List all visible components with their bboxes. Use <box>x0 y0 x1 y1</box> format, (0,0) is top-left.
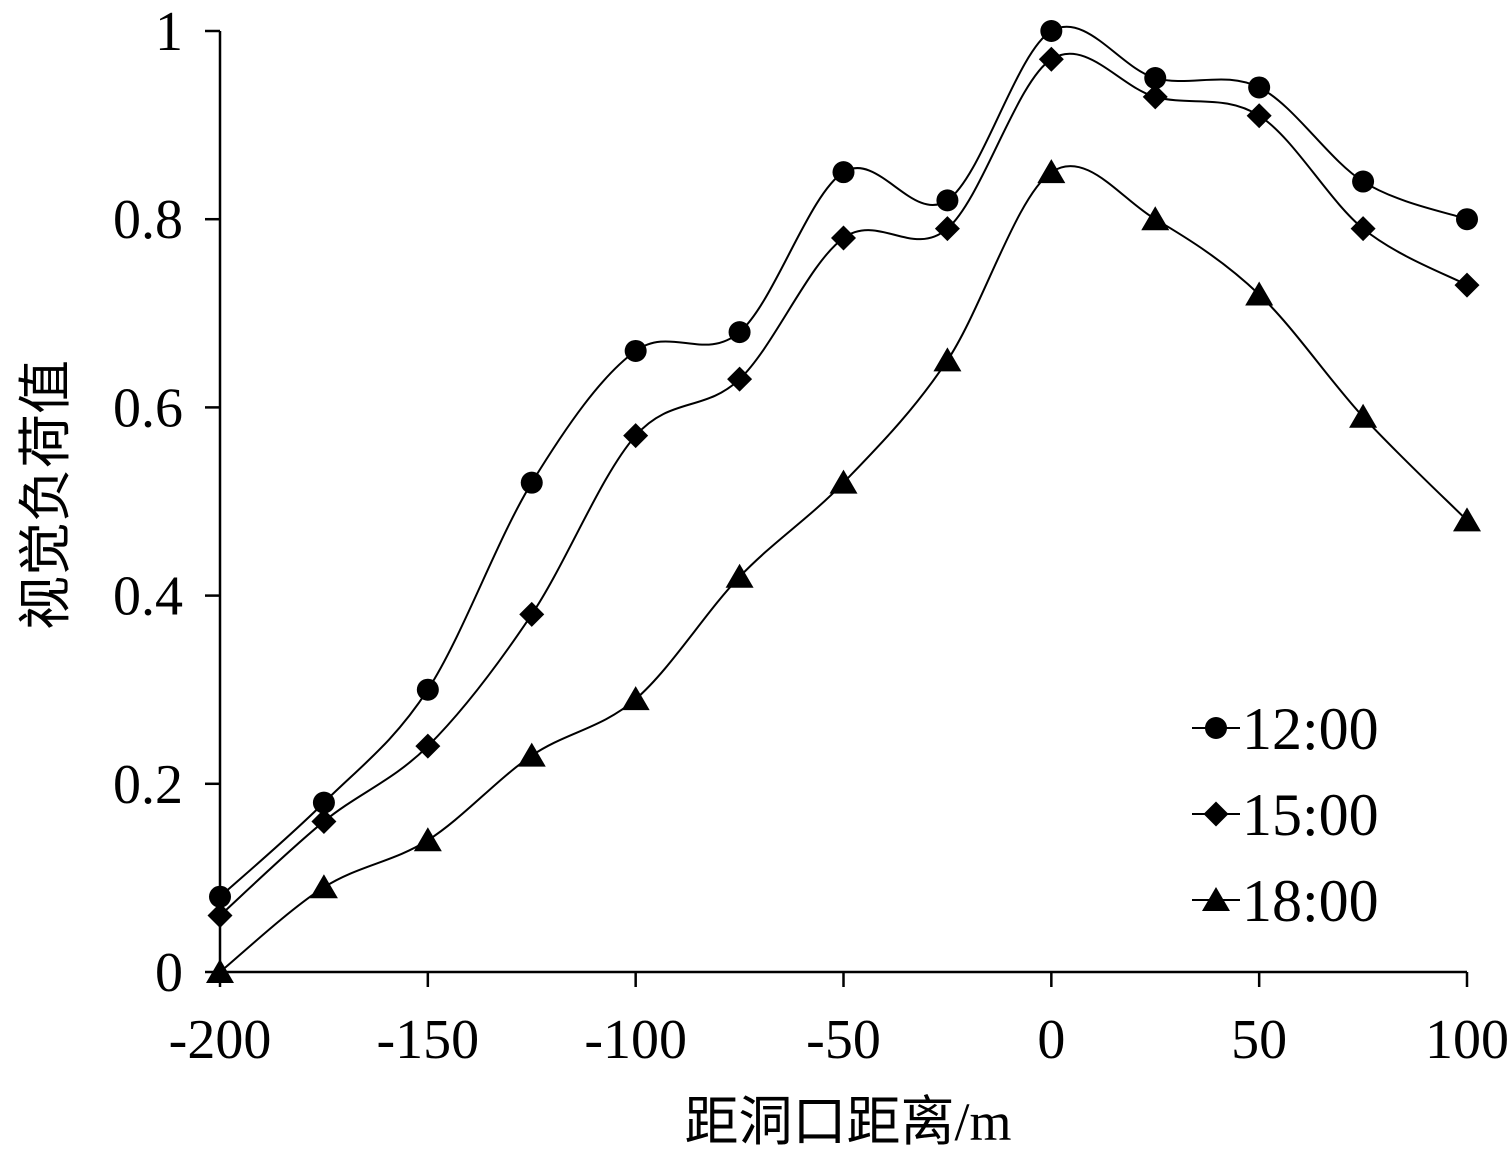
axes: 0 0.2 0.4 0.6 0.8 1 -200 -150 -100 -50 0 50 100 <box>113 1 1509 1071</box>
x-tick-label: -150 <box>377 1009 480 1071</box>
data-point-18-00 <box>621 686 650 711</box>
y-tick-label: 0.2 <box>113 754 183 816</box>
x-tick-label: -50 <box>806 1009 881 1071</box>
data-point-12-00 <box>209 885 231 908</box>
data-point-12-00 <box>520 471 543 494</box>
data-point-12-00 <box>728 321 751 344</box>
data-point-12-00 <box>1248 76 1271 99</box>
data-point-12-00 <box>1456 208 1478 231</box>
data-point-18-00 <box>933 347 962 372</box>
x-tick-label: -100 <box>584 1009 687 1071</box>
data-point-15-00 <box>1350 216 1376 242</box>
y-tick-label: 1 <box>155 1 183 63</box>
y-tick-label: 0 <box>155 942 183 1004</box>
legend-item: 12:00 <box>1192 696 1379 762</box>
data-point-12-00 <box>312 791 335 814</box>
legend-label: 12:00 <box>1242 696 1379 762</box>
data-point-15-00 <box>1454 272 1480 298</box>
data-point-18-00 <box>1453 507 1481 532</box>
y-tick-label: 0.8 <box>113 189 183 251</box>
data-point-15-00 <box>207 903 233 929</box>
data-point-15-00 <box>831 225 856 251</box>
x-axis-title: 距洞口距离/m <box>684 1092 1011 1152</box>
data-point-12-00 <box>1352 170 1375 193</box>
series-15-00 <box>207 46 1480 929</box>
data-point-15-00 <box>311 808 337 834</box>
data-point-18-00 <box>206 959 234 983</box>
x-tick-label: -200 <box>169 1009 272 1071</box>
data-point-18-00 <box>1141 206 1170 231</box>
data-point-15-00 <box>1038 46 1064 72</box>
data-point-12-00 <box>416 678 439 701</box>
x-tick-label: 0 <box>1037 1009 1065 1071</box>
data-point-12-00 <box>1144 67 1167 90</box>
y-tick-label: 0.6 <box>113 377 183 439</box>
y-axis-title: 视觉负荷值 <box>16 360 76 630</box>
y-tick-label: 0.4 <box>113 566 183 628</box>
legend-marker <box>1205 717 1227 739</box>
data-point-15-00 <box>1142 84 1168 110</box>
data-point-18-00 <box>309 874 338 899</box>
x-tick-label: 100 <box>1425 1009 1509 1071</box>
data-point-18-00 <box>517 742 546 767</box>
data-point-12-00 <box>832 161 855 184</box>
data-point-15-00 <box>519 601 545 627</box>
data-point-18-00 <box>1349 403 1378 428</box>
data-point-18-00 <box>725 563 754 588</box>
legend-marker <box>1203 801 1229 827</box>
data-point-18-00 <box>1245 281 1274 306</box>
data-point-15-00 <box>1246 103 1272 129</box>
legend-item: 18:00 <box>1192 868 1379 934</box>
data-point-18-00 <box>829 469 858 494</box>
legend: 12:00 15:00 18:00 <box>1192 696 1379 934</box>
data-point-15-00 <box>623 423 649 449</box>
data-point-15-00 <box>415 733 441 759</box>
series-18-00 <box>206 159 1481 983</box>
x-tick-label: 50 <box>1231 1009 1287 1071</box>
data-point-12-00 <box>1040 20 1063 42</box>
data-point-15-00 <box>727 366 753 392</box>
data-point-12-00 <box>624 339 647 362</box>
legend-marker <box>1202 887 1230 911</box>
series-12-00 <box>209 20 1478 908</box>
legend-label: 18:00 <box>1242 868 1379 934</box>
data-point-18-00 <box>413 827 442 852</box>
plot-series <box>206 20 1481 983</box>
legend-label: 15:00 <box>1242 782 1379 848</box>
data-point-12-00 <box>936 189 959 212</box>
data-point-18-00 <box>1037 159 1066 184</box>
legend-item: 15:00 <box>1192 782 1379 848</box>
data-point-15-00 <box>934 216 960 242</box>
